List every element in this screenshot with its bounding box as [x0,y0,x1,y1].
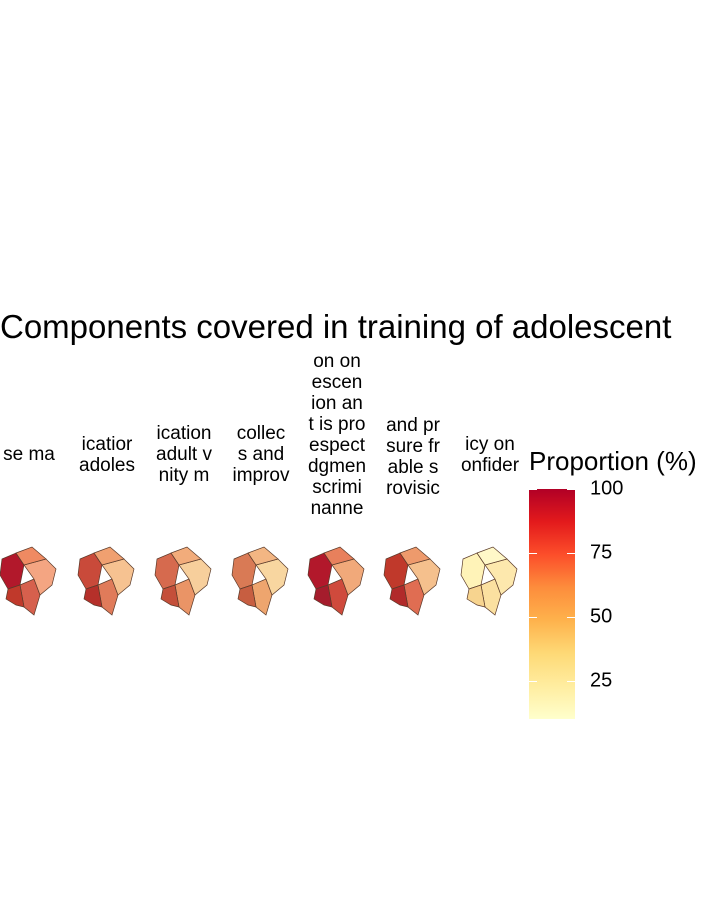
facet-panel: se ma [0,340,64,640]
facet-strip-line: espect [309,434,365,456]
facet-strip-label: on on escen ion an t is pro espect dgmen scrim… [302,351,372,519]
legend-tick-label: 100 [590,477,624,500]
map-region [247,546,279,566]
legend-tick-label: 25 [590,669,613,692]
facet-strip-label: and pr sure fr able s rovisic [378,415,448,499]
facet-strip-line: able s [387,456,439,478]
legend-tick-mark [567,680,575,682]
map-region [466,584,486,608]
legend-tick-label: 75 [590,541,613,564]
facet-strip-line: escen [311,371,363,393]
legend-tick-label: 50 [590,605,613,628]
facet-strip-label: icatior adoles [72,434,142,476]
map-region [476,546,508,566]
facet-map [307,546,365,616]
facet-panel: collec s and improv [226,340,296,640]
facet-panel: icy on onfider [455,340,525,640]
facet-map [77,546,135,616]
facet-strip-line: scrimi [312,476,362,498]
facet-map [460,546,518,616]
legend-colorbar [529,489,575,719]
legend-tick-mark [529,489,537,490]
facet-map [231,546,289,616]
facet-strip-line: nanne [310,497,364,519]
facet-map [0,546,57,616]
facet-strip-line: sure fr [386,435,440,457]
facet-strip-label: icy on onfider [455,434,525,476]
facet-strip-line: ion an [311,392,363,414]
legend-title: Proportion (%) [529,446,697,476]
map-region [83,584,103,608]
map-region [323,546,355,566]
facet-strip-line: nity m [158,465,210,486]
facet-strip-line: icy on [465,433,515,455]
map-region [389,584,409,608]
facet-panel: icatior adoles [72,340,142,640]
legend-tick-mark [567,489,575,490]
facet-strip-line: t is pro [308,413,366,435]
chart-title: Components covered in training of adoles… [0,308,672,345]
legend-tick-mark [567,552,575,554]
map-region [5,584,25,608]
facet-panel: and pr sure fr able s rovisic [378,340,448,640]
facet-strip-line: s and [237,444,285,465]
facet-strip-line: adult v [156,444,212,465]
legend-tick-mark [567,616,575,618]
facet-panel: on on escen ion an t is pro espect dgmen scrim… [302,340,372,640]
map-region [170,546,202,566]
facet-strip-line: on on [313,350,361,372]
facet-panel: ication adult v nity m [149,340,219,640]
facet-strip-label: se ma [0,444,64,465]
facet-map [154,546,212,616]
facet-map [383,546,441,616]
facet-strip-line: improv [232,465,290,486]
facet-strip-line: icatior [81,433,133,455]
legend-tick-mark [529,680,537,682]
legend-tick-mark [529,552,537,554]
facet-strip-label: collec s and improv [226,423,296,486]
facet-strip-label: ication adult v nity m [149,423,219,486]
legend-tick-mark [529,616,537,618]
facet-strip-line: ication [156,423,212,444]
map-region [15,546,47,566]
facet-strip-line: collec [236,423,286,444]
map-region [160,584,180,608]
facet-strip-line: rovisic [386,477,440,499]
facet-strip-line: and pr [386,414,440,436]
facet-strip-line: se ma [3,444,55,465]
map-region [93,546,125,566]
map-region [399,546,431,566]
facet-strip-line: adoles [79,454,135,476]
map-region [237,584,257,608]
facet-strip-line: onfider [460,454,520,476]
facet-strip-line: dgmen [307,455,367,477]
map-region [313,584,333,608]
